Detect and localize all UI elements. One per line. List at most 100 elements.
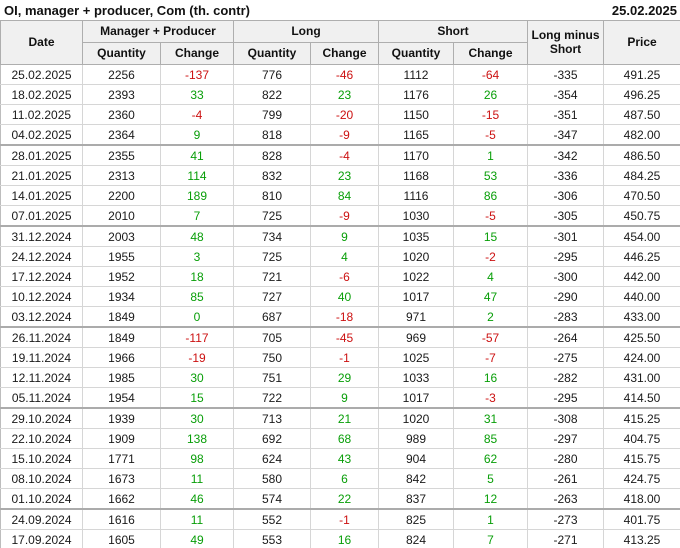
date-cell: 03.12.2024 — [0, 306, 83, 328]
date-cell: 08.10.2024 — [0, 468, 83, 489]
long-qty-cell: 818 — [233, 124, 311, 146]
date-cell: 12.11.2024 — [0, 367, 83, 388]
long-minus-short-cell: -263 — [527, 488, 605, 510]
date-cell: 11.02.2025 — [0, 104, 83, 125]
mp-chg-cell: 41 — [160, 144, 234, 166]
long-minus-short-cell: -282 — [527, 367, 605, 388]
long-qty-cell: 799 — [233, 104, 311, 125]
mp-chg-cell: 30 — [160, 367, 234, 388]
long-qty-cell: 722 — [233, 387, 311, 409]
short-chg-cell: 4 — [453, 266, 529, 287]
table-row: 25.02.2025 2256 -137 776 -46 1112 -64 -335 491.2… — [0, 64, 680, 85]
table-row: 29.10.2024 1939 30 713 21 1020 31 -308 415.25 — [0, 407, 680, 429]
price-cell: 414.50 — [603, 387, 680, 409]
table-row: 04.02.2025 2364 9 818 -9 1165 -5 -347 482.00 — [0, 124, 680, 146]
long-qty-cell: 721 — [233, 266, 311, 287]
mp-qty-cell: 2256 — [82, 64, 161, 85]
long-qty-cell: 750 — [233, 347, 311, 368]
table-header: Date Manager + Producer Long Short Long … — [0, 20, 680, 65]
price-cell: 404.75 — [603, 428, 680, 449]
mp-chg-cell: 33 — [160, 84, 234, 105]
table-row: 11.02.2025 2360 -4 799 -20 1150 -15 -351 487.50 — [0, 104, 680, 125]
mp-qty-cell: 2010 — [82, 205, 161, 227]
titlebar: OI, manager + producer, Com (th. contr) … — [0, 0, 680, 20]
column-group-manager-producer: Manager + Producer — [82, 20, 234, 43]
price-cell: 433.00 — [603, 306, 680, 328]
table-row: 01.10.2024 1662 46 574 22 837 12 -263 418.00 — [0, 488, 680, 510]
short-chg-cell: 47 — [453, 286, 529, 307]
short-qty-cell: 1022 — [378, 266, 455, 287]
mp-qty-cell: 2200 — [82, 185, 161, 206]
table-row: 18.02.2025 2393 33 822 23 1176 26 -354 496.25 — [0, 84, 680, 105]
long-chg-cell: 23 — [309, 165, 380, 186]
table-row: 03.12.2024 1849 0 687 -18 971 2 -283 433.00 — [0, 306, 680, 328]
long-qty-cell: 734 — [233, 225, 311, 247]
mp-qty-cell: 1954 — [82, 387, 161, 409]
date-cell: 28.01.2025 — [0, 144, 83, 166]
price-cell: 431.00 — [603, 367, 680, 388]
long-qty-cell: 725 — [233, 205, 311, 227]
price-cell: 446.25 — [603, 246, 680, 267]
date-cell: 18.02.2025 — [0, 84, 83, 105]
long-minus-short-cell: -301 — [527, 225, 605, 247]
long-minus-short-cell: -335 — [527, 64, 605, 85]
price-cell: 440.00 — [603, 286, 680, 307]
price-cell: 496.25 — [603, 84, 680, 105]
mp-chg-cell: 85 — [160, 286, 234, 307]
mp-qty-cell: 1849 — [82, 306, 161, 328]
mp-chg-cell: 9 — [160, 124, 234, 146]
price-cell: 487.50 — [603, 104, 680, 125]
price-cell: 415.25 — [603, 407, 680, 429]
long-chg-cell: -9 — [309, 205, 380, 227]
mp-chg-cell: 3 — [160, 246, 234, 267]
date-cell: 25.02.2025 — [0, 64, 83, 85]
table-body: 25.02.2025 2256 -137 776 -46 1112 -64 -335 491.2… — [0, 64, 680, 548]
mp-chg-cell: 114 — [160, 165, 234, 186]
date-cell: 14.01.2025 — [0, 185, 83, 206]
mp-chg-cell: 15 — [160, 387, 234, 409]
table-row: 14.01.2025 2200 189 810 84 1116 86 -306 470.50 — [0, 185, 680, 206]
price-cell: 424.75 — [603, 468, 680, 489]
long-qty-cell: 828 — [233, 144, 311, 166]
short-qty-cell: 837 — [378, 488, 455, 510]
short-chg-cell: 7 — [453, 529, 529, 548]
long-minus-short-cell: -297 — [527, 428, 605, 449]
long-qty-cell: 727 — [233, 286, 311, 307]
short-chg-cell: 1 — [453, 144, 529, 166]
subheader-long-change: Change — [309, 42, 380, 65]
short-qty-cell: 904 — [378, 448, 455, 469]
long-chg-cell: 84 — [309, 185, 380, 206]
date-cell: 07.01.2025 — [0, 205, 83, 227]
short-chg-cell: 62 — [453, 448, 529, 469]
table-row: 31.12.2024 2003 48 734 9 1035 15 -301 454.00 — [0, 225, 680, 247]
price-cell: 486.50 — [603, 144, 680, 166]
short-qty-cell: 971 — [378, 306, 455, 328]
mp-chg-cell: -19 — [160, 347, 234, 368]
table-row: 05.11.2024 1954 15 722 9 1017 -3 -295 414.50 — [0, 387, 680, 409]
short-qty-cell: 1020 — [378, 407, 455, 429]
table-row: 28.01.2025 2355 41 828 -4 1170 1 -342 486.50 — [0, 144, 680, 166]
mp-qty-cell: 1662 — [82, 488, 161, 510]
date-cell: 22.10.2024 — [0, 428, 83, 449]
mp-qty-cell: 2364 — [82, 124, 161, 146]
long-chg-cell: -20 — [309, 104, 380, 125]
long-chg-cell: 23 — [309, 84, 380, 105]
mp-qty-cell: 1955 — [82, 246, 161, 267]
mp-chg-cell: 0 — [160, 306, 234, 328]
price-cell: 484.25 — [603, 165, 680, 186]
short-qty-cell: 1035 — [378, 225, 455, 247]
subheader-short-quantity: Quantity — [378, 42, 455, 65]
long-minus-short-cell: -295 — [527, 387, 605, 409]
long-qty-cell: 751 — [233, 367, 311, 388]
price-cell: 415.75 — [603, 448, 680, 469]
column-header-price: Price — [603, 20, 680, 65]
mp-qty-cell: 1849 — [82, 326, 161, 348]
short-qty-cell: 1176 — [378, 84, 455, 105]
long-chg-cell: -6 — [309, 266, 380, 287]
mp-qty-cell: 2393 — [82, 84, 161, 105]
long-qty-cell: 624 — [233, 448, 311, 469]
mp-qty-cell: 1952 — [82, 266, 161, 287]
date-cell: 17.12.2024 — [0, 266, 83, 287]
mp-chg-cell: 7 — [160, 205, 234, 227]
